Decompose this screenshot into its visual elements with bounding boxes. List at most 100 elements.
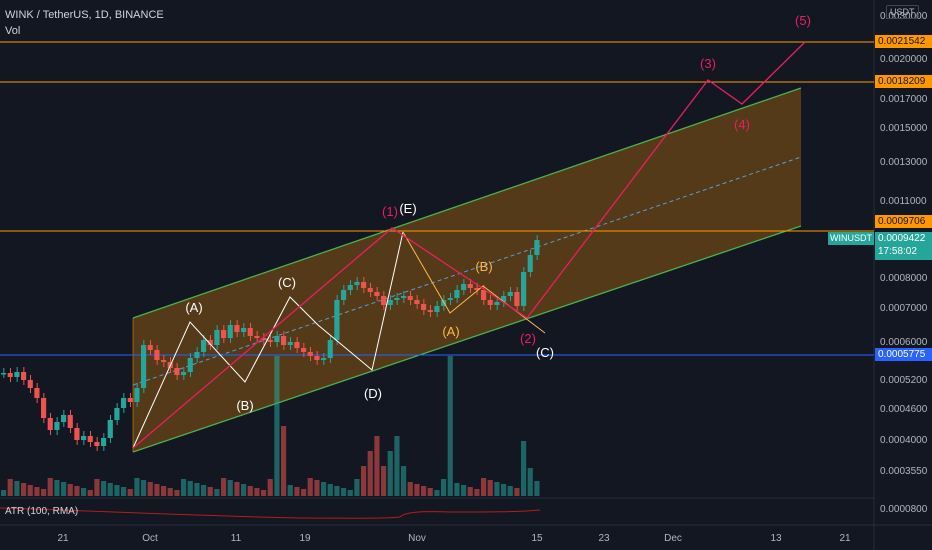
volume-bar <box>394 436 400 496</box>
candle-body <box>321 358 327 360</box>
volume-bar <box>121 487 127 496</box>
currency-badge[interactable]: USDT <box>886 5 919 19</box>
volume-histogram <box>1 356 540 496</box>
candle-body <box>341 290 347 300</box>
volume-bar <box>74 486 80 496</box>
volume-bar <box>321 482 327 496</box>
volume-bar <box>221 478 227 496</box>
volume-bar <box>361 466 367 496</box>
volume-bar <box>194 483 200 496</box>
volume-bar <box>261 490 267 496</box>
volume-bar <box>67 484 73 496</box>
level-price-box: 0.0021542 <box>875 35 932 48</box>
atr-tick: 0.0000800 <box>880 504 928 515</box>
candle-body <box>227 325 233 338</box>
level-price-box: 0.0005775 <box>875 348 932 361</box>
date-tick: 11 <box>231 533 242 544</box>
volume-bar <box>207 487 213 496</box>
candle-body <box>7 373 13 377</box>
date-tick: 13 <box>770 533 782 544</box>
channel-mid-line <box>132 156 802 386</box>
symbol-title[interactable]: WINK / TetherUS, 1D, BINANCE <box>5 9 164 21</box>
channel-upper-line[interactable] <box>132 87 802 319</box>
volume-bar <box>141 480 147 496</box>
volume-bar <box>407 482 413 496</box>
candle-body <box>407 296 413 300</box>
symbol-price-tag: WINUSDT <box>828 232 874 245</box>
candle-body <box>81 436 87 440</box>
candle-body <box>27 380 33 388</box>
volume-bar <box>501 484 507 496</box>
candle-body <box>254 336 260 338</box>
candle-body <box>427 310 433 312</box>
atr-line <box>0 507 541 519</box>
volume-bar <box>154 484 160 496</box>
price-tick: 0.0011000 <box>880 196 927 207</box>
volume-bar <box>507 486 513 496</box>
candle-body <box>174 368 180 375</box>
candle-body <box>241 328 247 332</box>
candle-body <box>387 300 393 305</box>
candle-body <box>461 284 467 290</box>
candle-body <box>534 240 540 255</box>
price-tick: 0.0003550 <box>880 466 928 477</box>
bar-countdown: 17:58:02 <box>878 246 917 257</box>
candle-body <box>161 360 167 362</box>
date-tick: Dec <box>664 533 682 544</box>
volume-bar <box>107 483 113 496</box>
volume-bar <box>374 436 380 496</box>
candle-body <box>101 438 107 446</box>
candle-body <box>441 300 447 306</box>
volume-bar <box>241 484 247 496</box>
candle-body <box>107 420 113 438</box>
volume-bar <box>521 441 527 496</box>
volume-bar <box>334 486 340 496</box>
volume-bar <box>341 488 347 496</box>
candle-body <box>94 442 100 446</box>
volume-bar <box>174 490 180 496</box>
candle-body <box>521 272 527 306</box>
price-tick: 0.0008000 <box>880 273 928 284</box>
candle-body <box>454 290 460 298</box>
volume-bar <box>41 489 47 496</box>
atr-indicator-label[interactable]: ATR (100, RMA) <box>5 506 79 517</box>
candle-body <box>474 288 480 290</box>
candle-body <box>121 398 127 408</box>
price-tick: 0.0030000 <box>880 11 928 22</box>
volume-bar <box>227 480 233 496</box>
date-tick: 15 <box>531 533 543 544</box>
volume-bar <box>47 478 53 496</box>
volume-bar <box>514 488 520 496</box>
volume-bar <box>307 478 313 496</box>
corrective-wave-path[interactable] <box>132 231 404 449</box>
volume-bar <box>441 479 447 496</box>
price-channel-fill[interactable] <box>133 88 801 452</box>
wave-label-2: (2) <box>520 331 536 346</box>
candle-body <box>401 296 407 298</box>
candle-body <box>47 418 53 430</box>
date-tick: Oct <box>142 533 158 544</box>
volume-bar <box>201 485 207 496</box>
volume-indicator-label[interactable]: Vol <box>5 25 21 37</box>
impulse-wave-path[interactable] <box>132 41 806 449</box>
candle-body <box>234 325 240 332</box>
candle-body <box>514 292 520 306</box>
channel-lower-line[interactable] <box>132 225 802 453</box>
candle-body <box>127 398 133 402</box>
wave-label-1: (1) <box>382 204 398 219</box>
candle-body <box>327 340 333 358</box>
wave-label-b-small: (B) <box>475 259 492 274</box>
price-tick: 0.0005200 <box>880 375 928 386</box>
wave-label-d-big: (D) <box>364 386 382 401</box>
price-tick: 0.0006000 <box>880 337 928 348</box>
date-tick: 23 <box>598 533 610 544</box>
candle-body <box>87 436 93 442</box>
volume-bar <box>127 489 133 496</box>
volume-bar <box>494 482 500 496</box>
candle-body <box>154 350 160 360</box>
volume-bar <box>381 466 387 496</box>
candle-body <box>34 388 40 398</box>
volume-bar <box>214 489 220 496</box>
candle-body <box>54 422 60 430</box>
